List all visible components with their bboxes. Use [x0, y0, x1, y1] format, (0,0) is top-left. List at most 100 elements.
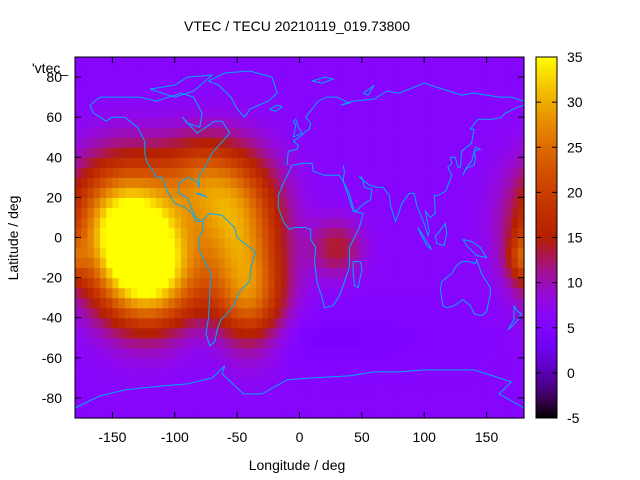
heatmap-cell: [205, 227, 213, 239]
heatmap-cell: [336, 237, 344, 249]
heatmap-cell: [262, 177, 269, 188]
heatmap-cell: [474, 127, 481, 138]
heatmap-cell: [143, 287, 151, 299]
heatmap-cell: [93, 117, 101, 128]
heatmap-cell: [436, 387, 444, 399]
heatmap-cell: [75, 57, 82, 68]
coastline: [507, 305, 523, 331]
heatmap-cell: [324, 247, 332, 259]
heatmap-cell: [393, 357, 400, 369]
heatmap-cell: [486, 317, 494, 329]
heatmap-cell: [424, 147, 432, 158]
heatmap-cell: [324, 397, 332, 409]
heatmap-cell: [492, 97, 500, 108]
heatmap-cell: [187, 217, 195, 229]
heatmap-cell: [131, 287, 138, 299]
heatmap-cell: [162, 387, 170, 399]
heatmap-cell: [399, 277, 407, 289]
heatmap-cell: [299, 277, 307, 289]
heatmap-cell: [149, 377, 157, 389]
heatmap-cell: [137, 327, 145, 339]
heatmap-cell: [293, 127, 301, 138]
heatmap-cell: [399, 127, 407, 138]
heatmap-cell: [274, 257, 282, 269]
heatmap-cell: [274, 397, 282, 409]
heatmap-cell: [81, 407, 89, 419]
heatmap-cell: [262, 287, 269, 299]
heatmap-cell: [480, 177, 488, 188]
heatmap-cell: [417, 127, 425, 138]
heatmap-cell: [305, 157, 313, 168]
heatmap-cell: [156, 57, 163, 68]
heatmap-cell: [305, 387, 313, 399]
heatmap-cell: [505, 177, 513, 188]
heatmap-cell: [374, 347, 382, 359]
heatmap-cell: [380, 167, 388, 178]
heatmap-cell: [486, 367, 494, 379]
heatmap-cell: [224, 217, 232, 229]
heatmap-cell: [499, 217, 506, 229]
heatmap-cell: [336, 227, 344, 239]
heatmap-cell: [305, 397, 313, 409]
heatmap-cell: [393, 167, 400, 178]
heatmap-cell: [99, 307, 107, 319]
heatmap-cell: [374, 237, 382, 249]
heatmap-cell: [411, 177, 419, 188]
heatmap-cell: [93, 57, 101, 68]
heatmap-cell: [168, 107, 176, 118]
heatmap-cell: [399, 137, 407, 148]
heatmap-cell: [461, 347, 469, 359]
heatmap-cell: [193, 397, 201, 409]
heatmap-cell: [499, 77, 506, 88]
heatmap-cell: [355, 357, 363, 369]
heatmap-cell: [461, 127, 469, 138]
heatmap-cell: [399, 227, 407, 239]
heatmap-cell: [318, 67, 326, 78]
heatmap-cell: [237, 357, 244, 369]
heatmap-cell: [399, 57, 407, 68]
heatmap-cell: [168, 327, 176, 339]
heatmap-cell: [143, 97, 151, 108]
heatmap-cell: [137, 317, 145, 329]
heatmap-cell: [299, 157, 307, 168]
heatmap-cell: [112, 357, 120, 369]
heatmap-cell: [480, 387, 488, 399]
heatmap-cell: [224, 277, 232, 289]
heatmap-cell: [505, 297, 513, 309]
heatmap-cell: [361, 257, 369, 269]
heatmap-cell: [99, 327, 107, 339]
heatmap-cell: [430, 317, 438, 329]
heatmap-cell: [205, 77, 213, 88]
heatmap-cell: [212, 357, 220, 369]
heatmap-cell: [324, 217, 332, 229]
heatmap-cell: [75, 287, 82, 299]
heatmap-cell: [274, 57, 282, 68]
heatmap-cell: [455, 307, 463, 319]
heatmap-cell: [305, 377, 313, 389]
heatmap-cell: [137, 127, 145, 138]
heatmap-cell: [386, 207, 394, 219]
heatmap-cell: [255, 387, 263, 399]
heatmap-cell: [324, 237, 332, 249]
heatmap-cell: [243, 257, 251, 269]
heatmap-cell: [174, 297, 182, 309]
heatmap-cell: [274, 167, 282, 178]
heatmap-cell: [299, 107, 307, 118]
heatmap-cell: [368, 57, 375, 68]
heatmap-cell: [499, 147, 506, 158]
heatmap-cell: [461, 367, 469, 379]
heatmap-cell: [511, 97, 519, 108]
heatmap-cell: [137, 227, 145, 239]
heatmap-cell: [237, 167, 244, 178]
heatmap-cell: [399, 257, 407, 269]
heatmap-cell: [405, 247, 413, 259]
heatmap-cell: [237, 367, 244, 379]
heatmap-cell: [492, 277, 500, 289]
heatmap-cell: [230, 147, 238, 158]
heatmap-cell: [442, 297, 450, 309]
heatmap-cell: [386, 307, 394, 319]
heatmap-cell: [405, 267, 413, 279]
heatmap-cell: [112, 337, 120, 349]
heatmap-cell: [324, 167, 332, 178]
